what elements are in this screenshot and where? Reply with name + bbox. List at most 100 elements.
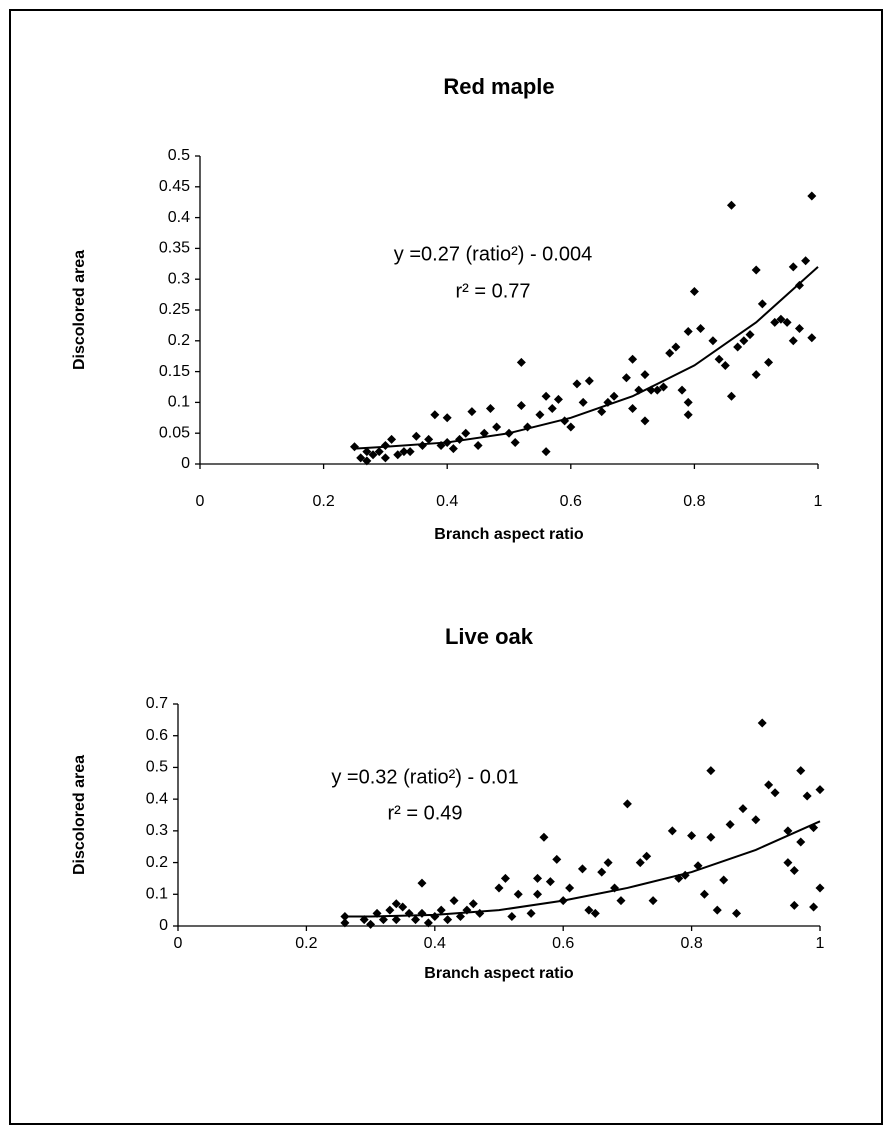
trendline	[354, 266, 819, 450]
point	[455, 911, 465, 921]
point	[411, 431, 421, 441]
point	[578, 397, 588, 407]
annotation: y =0.32 (ratio²) - 0.01	[331, 766, 518, 788]
point	[387, 434, 397, 444]
point	[725, 820, 735, 830]
point	[751, 265, 761, 275]
point	[815, 785, 825, 795]
point	[640, 370, 650, 380]
point	[683, 327, 693, 337]
y-tick-label: 0	[181, 455, 190, 472]
point	[385, 905, 395, 915]
point	[510, 437, 520, 447]
point	[706, 766, 716, 776]
point	[640, 416, 650, 426]
point	[430, 410, 440, 420]
point	[726, 391, 736, 401]
point	[391, 915, 401, 925]
point	[443, 915, 453, 925]
chart-title: Red maple	[443, 74, 554, 99]
x-tick-label: 0	[196, 493, 205, 510]
y-tick-label: 0.7	[146, 695, 168, 712]
point	[720, 360, 730, 370]
point	[788, 262, 798, 272]
point	[621, 373, 631, 383]
point	[597, 867, 607, 877]
point	[430, 911, 440, 921]
y-tick-label: 0.1	[168, 394, 190, 411]
point	[712, 905, 722, 915]
point	[584, 905, 594, 915]
point	[565, 883, 575, 893]
point	[652, 385, 662, 395]
chart-title: Live oak	[445, 624, 534, 649]
point	[683, 397, 693, 407]
point	[770, 788, 780, 798]
point	[687, 831, 697, 841]
point	[535, 410, 545, 420]
point	[714, 354, 724, 364]
point	[362, 447, 372, 457]
point	[393, 450, 403, 460]
point	[494, 883, 504, 893]
point	[782, 317, 792, 327]
point	[789, 900, 799, 910]
x-tick-label: 0.6	[552, 935, 574, 952]
point	[584, 376, 594, 386]
point	[577, 864, 587, 874]
point	[783, 826, 793, 836]
point	[622, 799, 632, 809]
point	[516, 400, 526, 410]
point	[677, 385, 687, 395]
x-tick-label: 0.8	[683, 493, 705, 510]
point	[689, 287, 699, 297]
point	[473, 441, 483, 451]
point	[757, 718, 767, 728]
annotation: r² = 0.77	[455, 280, 530, 302]
point	[671, 342, 681, 352]
point	[541, 447, 551, 457]
x-tick-label: 0.4	[424, 935, 446, 952]
point	[475, 908, 485, 918]
point	[788, 336, 798, 346]
point	[378, 915, 388, 925]
y-tick-label: 0.1	[146, 886, 168, 903]
y-tick-label: 0.3	[168, 270, 190, 287]
point	[539, 832, 549, 842]
y-tick-label: 0.3	[146, 822, 168, 839]
point	[552, 854, 562, 864]
point	[667, 826, 677, 836]
point	[449, 896, 459, 906]
point	[405, 447, 415, 457]
point	[340, 918, 350, 928]
point	[726, 200, 736, 210]
annotation: y =0.27 (ratio²) - 0.004	[394, 243, 592, 265]
point	[807, 333, 817, 343]
point	[757, 299, 767, 309]
point	[699, 889, 709, 899]
point	[738, 804, 748, 814]
x-tick-label: 0.6	[560, 493, 582, 510]
y-tick-label: 0.5	[146, 759, 168, 776]
point	[665, 348, 675, 358]
point	[609, 391, 619, 401]
point	[362, 456, 372, 466]
point	[442, 413, 452, 423]
point	[739, 336, 749, 346]
point	[411, 915, 421, 925]
point	[801, 256, 811, 266]
point	[572, 379, 582, 389]
point	[417, 878, 427, 888]
point	[770, 317, 780, 327]
y-tick-label: 0.05	[159, 424, 190, 441]
point	[745, 330, 755, 340]
frame	[9, 9, 883, 1125]
y-tick-label: 0.15	[159, 363, 190, 380]
point	[590, 908, 600, 918]
point	[500, 873, 510, 883]
point	[794, 323, 804, 333]
x-axis-title: Branch aspect ratio	[434, 526, 584, 543]
point	[597, 407, 607, 417]
point	[448, 444, 458, 454]
point	[374, 447, 384, 457]
